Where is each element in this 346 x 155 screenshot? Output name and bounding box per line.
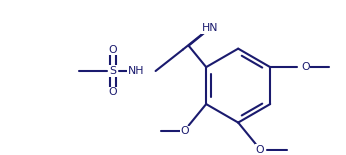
Text: O: O [301, 62, 310, 72]
Text: O: O [255, 145, 264, 155]
Text: NH: NH [127, 66, 144, 76]
Text: S: S [109, 66, 116, 76]
Text: HN: HN [202, 23, 218, 33]
Text: O: O [181, 126, 189, 136]
Text: O: O [108, 45, 117, 55]
Text: O: O [108, 87, 117, 97]
